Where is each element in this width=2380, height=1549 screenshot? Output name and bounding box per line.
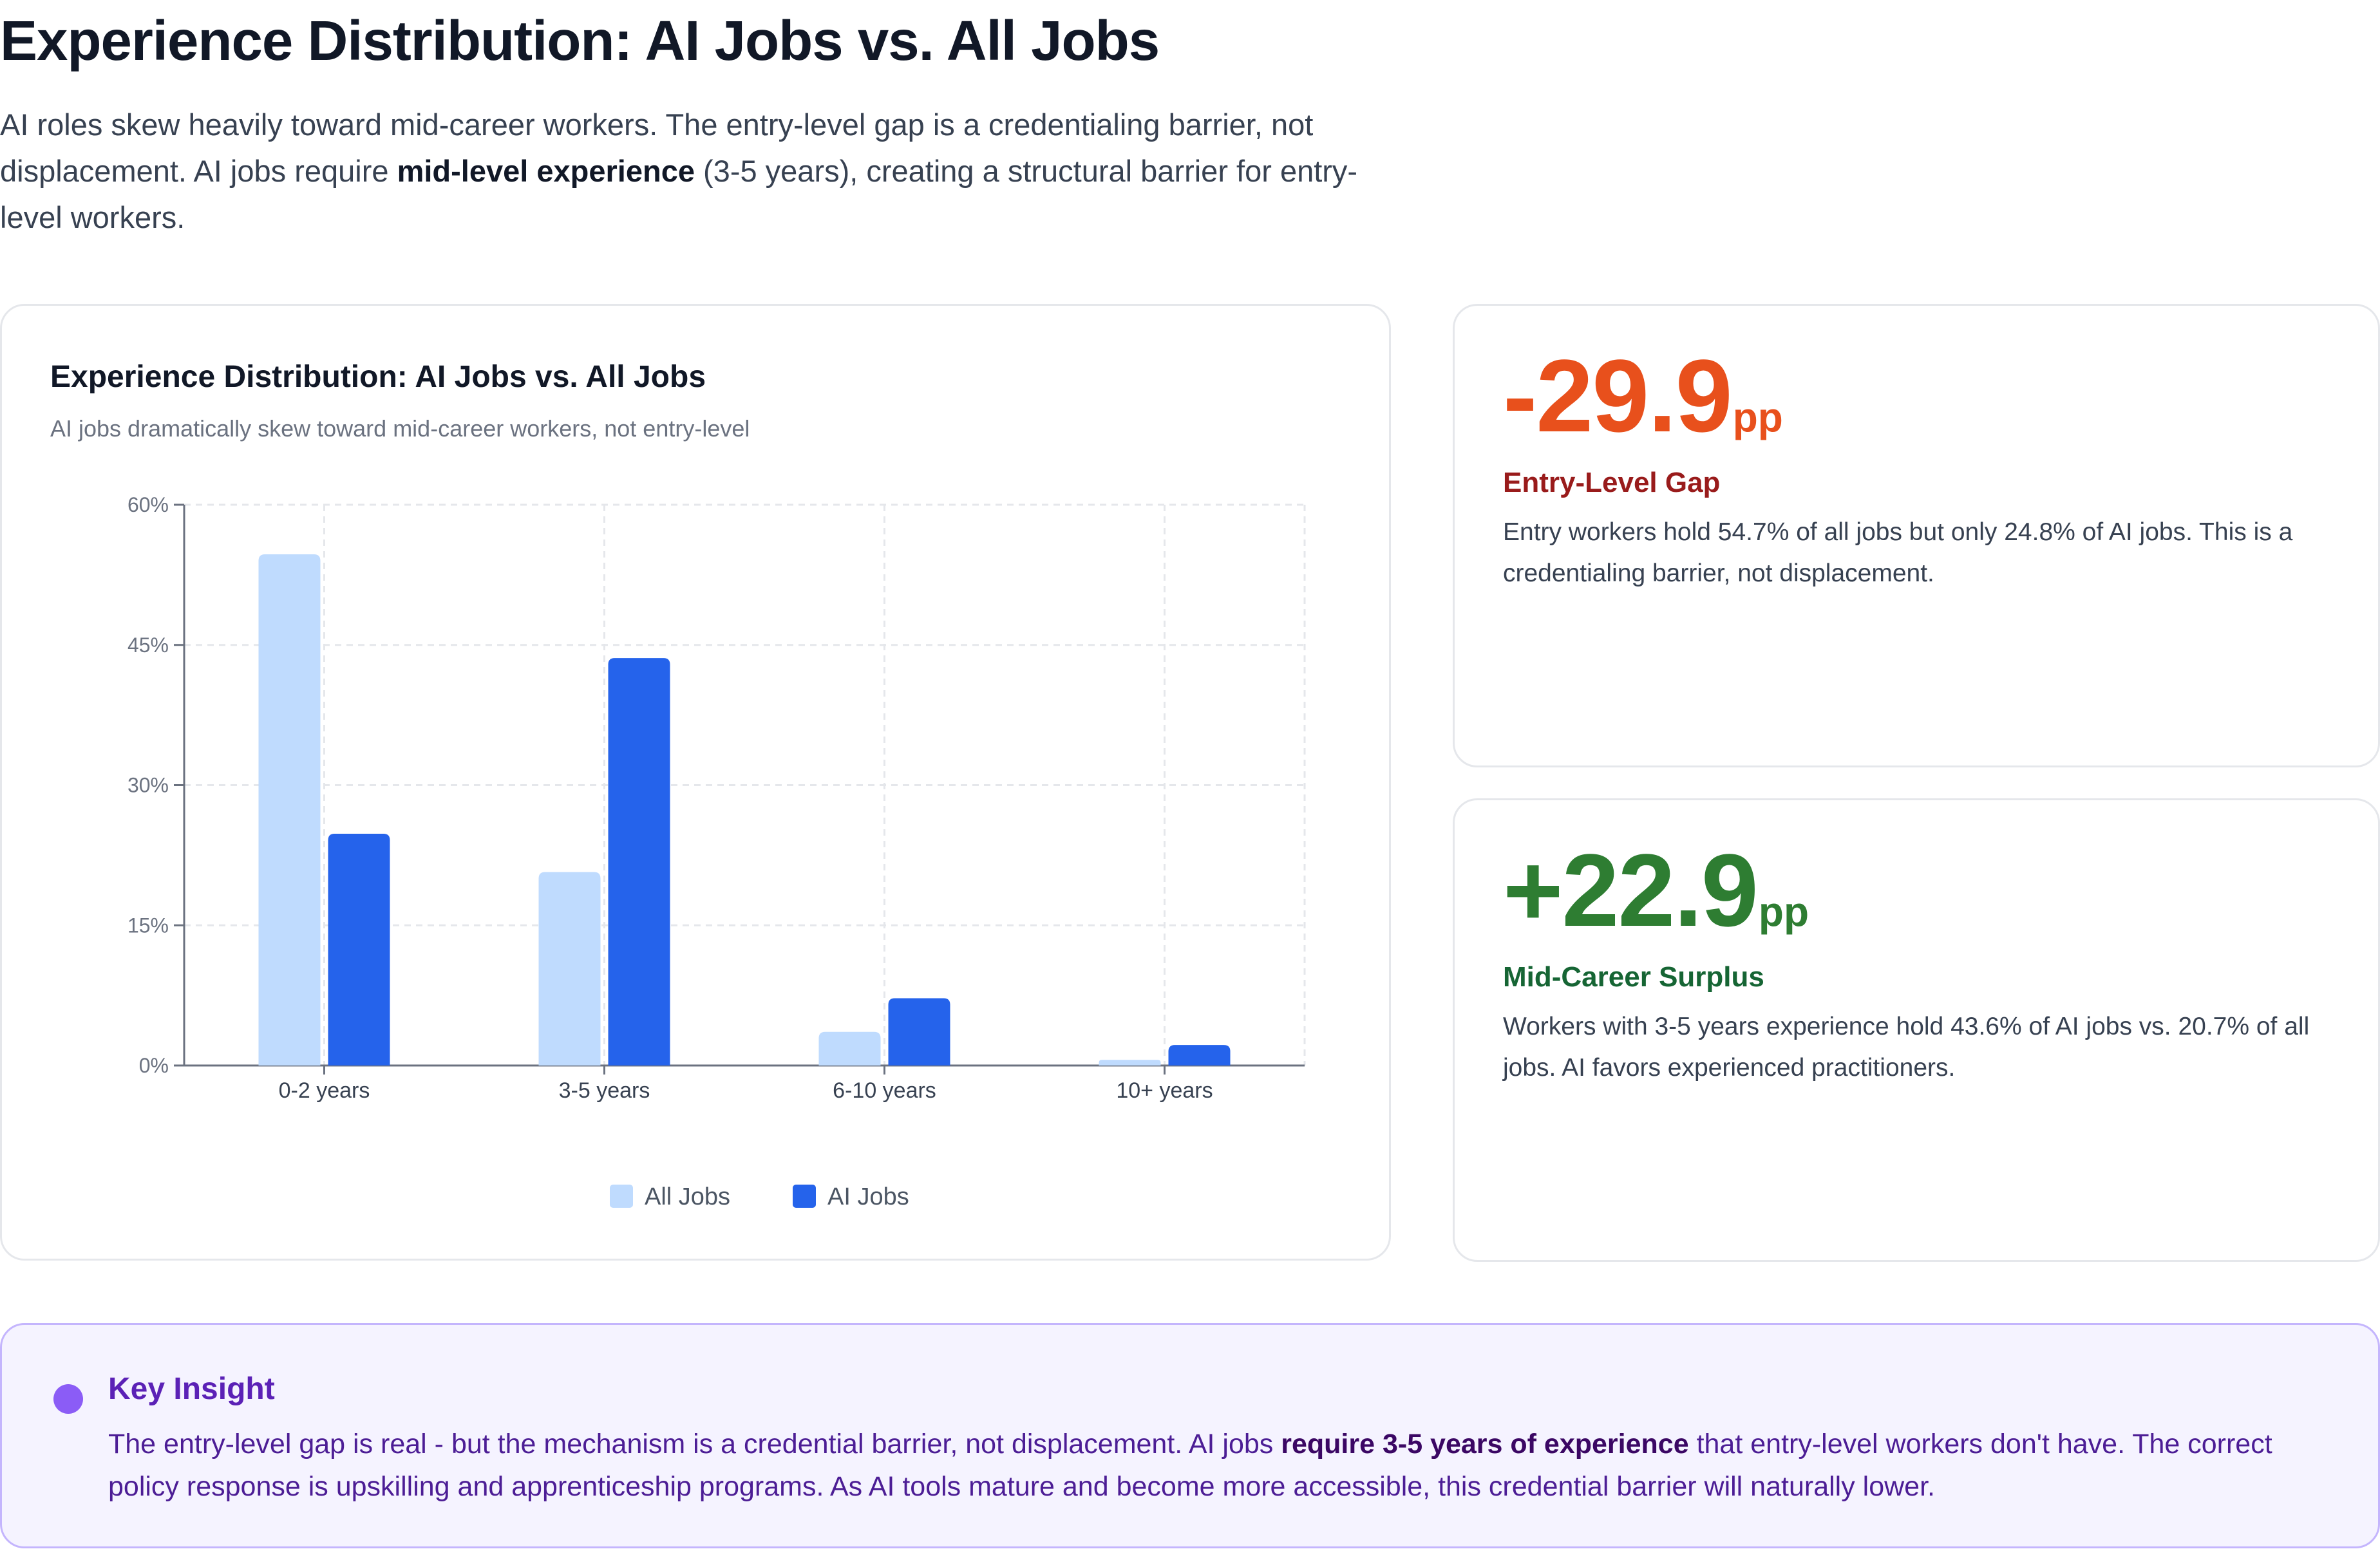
insight-text: The entry-level gap is real - but the me…	[108, 1423, 2336, 1508]
legend-label: AI Jobs	[827, 1183, 909, 1210]
insight-text-1: The entry-level gap is real - but the me…	[108, 1429, 1281, 1460]
y-tick-label: 45%	[128, 634, 169, 657]
metric-description: Workers with 3-5 years experience hold 4…	[1503, 1013, 2310, 1082]
legend-label: All Jobs	[645, 1183, 730, 1210]
chart-subtitle: AI jobs dramatically skew toward mid-car…	[50, 415, 750, 442]
metric-description: Entry workers hold 54.7% of all jobs but…	[1503, 518, 2293, 587]
bar	[818, 1031, 881, 1066]
metric-label: Mid-Career Surplus	[1503, 961, 1764, 993]
bar-chart: 0% 15% 30% 45% 60% 0-2 years 3-5 years 6-10 yea…	[128, 493, 1306, 1210]
x-tick-label: 10+ years	[1116, 1078, 1213, 1103]
key-insight-callout: Key Insight The entry-level gap is real …	[0, 1323, 2380, 1548]
metric-label: Entry-Level Gap	[1503, 467, 1721, 498]
x-tick-label: 0-2 years	[279, 1078, 370, 1103]
metric-number: -29.9	[1503, 338, 1733, 453]
bar	[258, 554, 321, 1066]
bar	[888, 998, 950, 1066]
bar	[538, 872, 601, 1066]
y-tick-label: 15%	[128, 914, 169, 937]
insight-bold: require 3-5 years of experience	[1281, 1429, 1689, 1460]
chart-title: Experience Distribution: AI Jobs vs. All…	[50, 360, 706, 394]
metric-unit: pp	[1732, 394, 1783, 440]
intro-text-2: (3-5 years), creating a structural barri…	[0, 154, 1358, 234]
bar	[328, 833, 390, 1066]
page-intro: AI roles skew heavily toward mid-career …	[0, 102, 1410, 241]
x-tick-label: 6-10 years	[833, 1078, 936, 1103]
chart-card: Experience Distribution: AI Jobs vs. All…	[0, 304, 1391, 1261]
metric-card-mid-career-surplus: +22.9pp Mid-Career Surplus Workers with …	[1453, 798, 2380, 1262]
insight-text-2: that entry-level workers don't have. The…	[108, 1429, 2272, 1502]
metric-value: +22.9pp	[1503, 839, 1809, 942]
bar	[608, 658, 670, 1066]
y-tick-label: 60%	[128, 493, 169, 516]
legend-swatch	[793, 1185, 816, 1208]
metric-card-entry-gap: -29.9pp Entry-Level Gap Entry workers ho…	[1453, 304, 2380, 767]
bar	[1168, 1045, 1231, 1066]
metric-number: +22.9	[1503, 832, 1759, 948]
intro-text-1: AI roles skew heavily toward mid-career …	[0, 108, 1314, 188]
metric-value: -29.9pp	[1503, 344, 1783, 447]
metric-unit: pp	[1758, 888, 1809, 935]
y-tick-label: 0%	[139, 1054, 169, 1077]
page-title: Experience Distribution: AI Jobs vs. All…	[0, 10, 1160, 72]
y-tick-label: 30%	[128, 774, 169, 797]
bar	[1099, 1060, 1161, 1066]
insight-dot-icon	[53, 1384, 83, 1414]
legend-swatch	[610, 1185, 633, 1208]
x-tick-label: 3-5 years	[559, 1078, 650, 1103]
intro-bold: mid-level experience	[397, 154, 695, 188]
insight-title: Key Insight	[108, 1372, 275, 1406]
